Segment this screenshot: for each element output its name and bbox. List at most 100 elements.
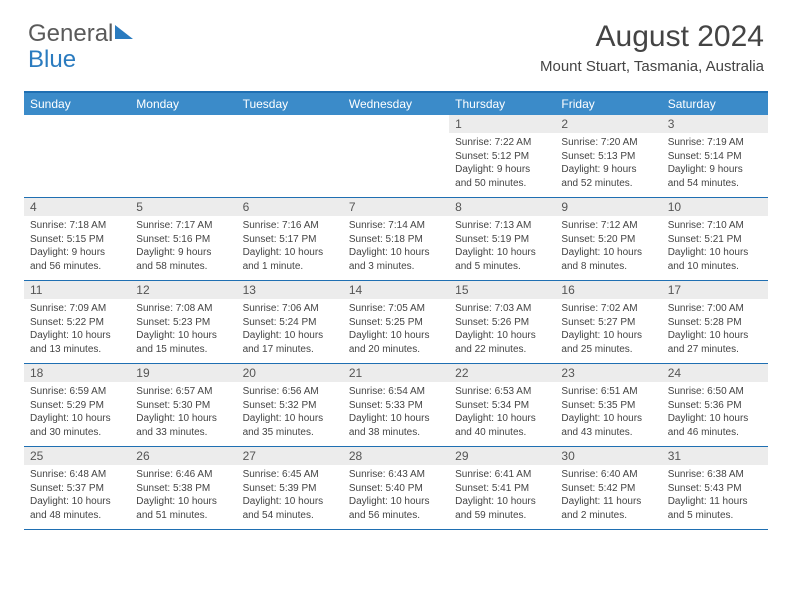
- daylight-line: Daylight: 9 hours and 52 minutes.: [561, 163, 655, 190]
- sunrise-line: Sunrise: 6:48 AM: [30, 468, 124, 482]
- day-body: Sunrise: 7:00 AMSunset: 5:28 PMDaylight:…: [662, 299, 768, 360]
- sunrise-line: Sunrise: 7:16 AM: [243, 219, 337, 233]
- sunrise-line: Sunrise: 6:41 AM: [455, 468, 549, 482]
- day-body: Sunrise: 6:48 AMSunset: 5:37 PMDaylight:…: [24, 465, 130, 526]
- day-number: 25: [24, 447, 130, 465]
- sunrise-line: Sunrise: 7:10 AM: [668, 219, 762, 233]
- day-body: Sunrise: 7:08 AMSunset: 5:23 PMDaylight:…: [130, 299, 236, 360]
- sunset-line: Sunset: 5:30 PM: [136, 399, 230, 413]
- sunset-line: Sunset: 5:35 PM: [561, 399, 655, 413]
- logo-triangle-icon: [115, 25, 133, 39]
- sunrise-line: Sunrise: 7:05 AM: [349, 302, 443, 316]
- daylight-line: Daylight: 10 hours and 46 minutes.: [668, 412, 762, 439]
- page-header: General August 2024 Mount Stuart, Tasman…: [0, 0, 792, 83]
- day-cell: 20Sunrise: 6:56 AMSunset: 5:32 PMDayligh…: [237, 364, 343, 446]
- day-number: 6: [237, 198, 343, 216]
- sunset-line: Sunset: 5:43 PM: [668, 482, 762, 496]
- day-cell: 26Sunrise: 6:46 AMSunset: 5:38 PMDayligh…: [130, 447, 236, 529]
- day-number: 7: [343, 198, 449, 216]
- day-number: 21: [343, 364, 449, 382]
- sunset-line: Sunset: 5:12 PM: [455, 150, 549, 164]
- daylight-line: Daylight: 10 hours and 43 minutes.: [561, 412, 655, 439]
- daylight-line: Daylight: 10 hours and 33 minutes.: [136, 412, 230, 439]
- day-number: 30: [555, 447, 661, 465]
- day-number: 9: [555, 198, 661, 216]
- sunset-line: Sunset: 5:15 PM: [30, 233, 124, 247]
- dow-cell: Friday: [555, 93, 661, 115]
- week-row: 11Sunrise: 7:09 AMSunset: 5:22 PMDayligh…: [24, 281, 768, 364]
- day-body: Sunrise: 7:09 AMSunset: 5:22 PMDaylight:…: [24, 299, 130, 360]
- daylight-line: Daylight: 10 hours and 51 minutes.: [136, 495, 230, 522]
- sunrise-line: Sunrise: 7:08 AM: [136, 302, 230, 316]
- calendar: SundayMondayTuesdayWednesdayThursdayFrid…: [24, 91, 768, 530]
- sunset-line: Sunset: 5:41 PM: [455, 482, 549, 496]
- day-cell: 27Sunrise: 6:45 AMSunset: 5:39 PMDayligh…: [237, 447, 343, 529]
- day-cell: 22Sunrise: 6:53 AMSunset: 5:34 PMDayligh…: [449, 364, 555, 446]
- daylight-line: Daylight: 10 hours and 56 minutes.: [349, 495, 443, 522]
- sunrise-line: Sunrise: 7:14 AM: [349, 219, 443, 233]
- dow-cell: Tuesday: [237, 93, 343, 115]
- day-number: 11: [24, 281, 130, 299]
- sunset-line: Sunset: 5:23 PM: [136, 316, 230, 330]
- day-cell: 13Sunrise: 7:06 AMSunset: 5:24 PMDayligh…: [237, 281, 343, 363]
- day-body: Sunrise: 7:06 AMSunset: 5:24 PMDaylight:…: [237, 299, 343, 360]
- week-row: 25Sunrise: 6:48 AMSunset: 5:37 PMDayligh…: [24, 447, 768, 530]
- day-cell: [237, 115, 343, 197]
- sunset-line: Sunset: 5:39 PM: [243, 482, 337, 496]
- day-cell: 17Sunrise: 7:00 AMSunset: 5:28 PMDayligh…: [662, 281, 768, 363]
- daylight-line: Daylight: 10 hours and 15 minutes.: [136, 329, 230, 356]
- day-cell: 4Sunrise: 7:18 AMSunset: 5:15 PMDaylight…: [24, 198, 130, 280]
- day-body: Sunrise: 6:53 AMSunset: 5:34 PMDaylight:…: [449, 382, 555, 443]
- logo: General: [28, 20, 133, 48]
- day-number: 27: [237, 447, 343, 465]
- daylight-line: Daylight: 10 hours and 27 minutes.: [668, 329, 762, 356]
- logo-text-general: General: [28, 20, 113, 48]
- sunrise-line: Sunrise: 7:22 AM: [455, 136, 549, 150]
- daylight-line: Daylight: 10 hours and 25 minutes.: [561, 329, 655, 356]
- day-number: 28: [343, 447, 449, 465]
- day-cell: 16Sunrise: 7:02 AMSunset: 5:27 PMDayligh…: [555, 281, 661, 363]
- day-cell: 12Sunrise: 7:08 AMSunset: 5:23 PMDayligh…: [130, 281, 236, 363]
- day-cell: 10Sunrise: 7:10 AMSunset: 5:21 PMDayligh…: [662, 198, 768, 280]
- day-number: 13: [237, 281, 343, 299]
- dow-cell: Monday: [130, 93, 236, 115]
- month-title: August 2024: [540, 20, 764, 54]
- daylight-line: Daylight: 9 hours and 58 minutes.: [136, 246, 230, 273]
- day-cell: 1Sunrise: 7:22 AMSunset: 5:12 PMDaylight…: [449, 115, 555, 197]
- day-body: Sunrise: 6:38 AMSunset: 5:43 PMDaylight:…: [662, 465, 768, 526]
- day-body: Sunrise: 6:50 AMSunset: 5:36 PMDaylight:…: [662, 382, 768, 443]
- sunset-line: Sunset: 5:20 PM: [561, 233, 655, 247]
- day-body: Sunrise: 7:17 AMSunset: 5:16 PMDaylight:…: [130, 216, 236, 277]
- sunset-line: Sunset: 5:26 PM: [455, 316, 549, 330]
- sunrise-line: Sunrise: 7:09 AM: [30, 302, 124, 316]
- day-cell: 18Sunrise: 6:59 AMSunset: 5:29 PMDayligh…: [24, 364, 130, 446]
- sunset-line: Sunset: 5:19 PM: [455, 233, 549, 247]
- logo-text-blue: Blue: [28, 46, 76, 74]
- sunrise-line: Sunrise: 7:19 AM: [668, 136, 762, 150]
- day-cell: 5Sunrise: 7:17 AMSunset: 5:16 PMDaylight…: [130, 198, 236, 280]
- daylight-line: Daylight: 9 hours and 56 minutes.: [30, 246, 124, 273]
- day-cell: 31Sunrise: 6:38 AMSunset: 5:43 PMDayligh…: [662, 447, 768, 529]
- day-body: Sunrise: 6:40 AMSunset: 5:42 PMDaylight:…: [555, 465, 661, 526]
- day-cell: 14Sunrise: 7:05 AMSunset: 5:25 PMDayligh…: [343, 281, 449, 363]
- day-cell: 21Sunrise: 6:54 AMSunset: 5:33 PMDayligh…: [343, 364, 449, 446]
- day-body: Sunrise: 6:54 AMSunset: 5:33 PMDaylight:…: [343, 382, 449, 443]
- day-cell: 11Sunrise: 7:09 AMSunset: 5:22 PMDayligh…: [24, 281, 130, 363]
- sunset-line: Sunset: 5:32 PM: [243, 399, 337, 413]
- day-of-week-header: SundayMondayTuesdayWednesdayThursdayFrid…: [24, 93, 768, 115]
- day-number: 17: [662, 281, 768, 299]
- day-number: 19: [130, 364, 236, 382]
- day-body: Sunrise: 7:20 AMSunset: 5:13 PMDaylight:…: [555, 133, 661, 194]
- dow-cell: Wednesday: [343, 93, 449, 115]
- daylight-line: Daylight: 10 hours and 30 minutes.: [30, 412, 124, 439]
- day-body: Sunrise: 7:10 AMSunset: 5:21 PMDaylight:…: [662, 216, 768, 277]
- daylight-line: Daylight: 9 hours and 50 minutes.: [455, 163, 549, 190]
- sunset-line: Sunset: 5:40 PM: [349, 482, 443, 496]
- sunset-line: Sunset: 5:25 PM: [349, 316, 443, 330]
- daylight-line: Daylight: 10 hours and 8 minutes.: [561, 246, 655, 273]
- daylight-line: Daylight: 10 hours and 48 minutes.: [30, 495, 124, 522]
- day-body: Sunrise: 7:18 AMSunset: 5:15 PMDaylight:…: [24, 216, 130, 277]
- sunset-line: Sunset: 5:13 PM: [561, 150, 655, 164]
- day-number: 5: [130, 198, 236, 216]
- day-number: 8: [449, 198, 555, 216]
